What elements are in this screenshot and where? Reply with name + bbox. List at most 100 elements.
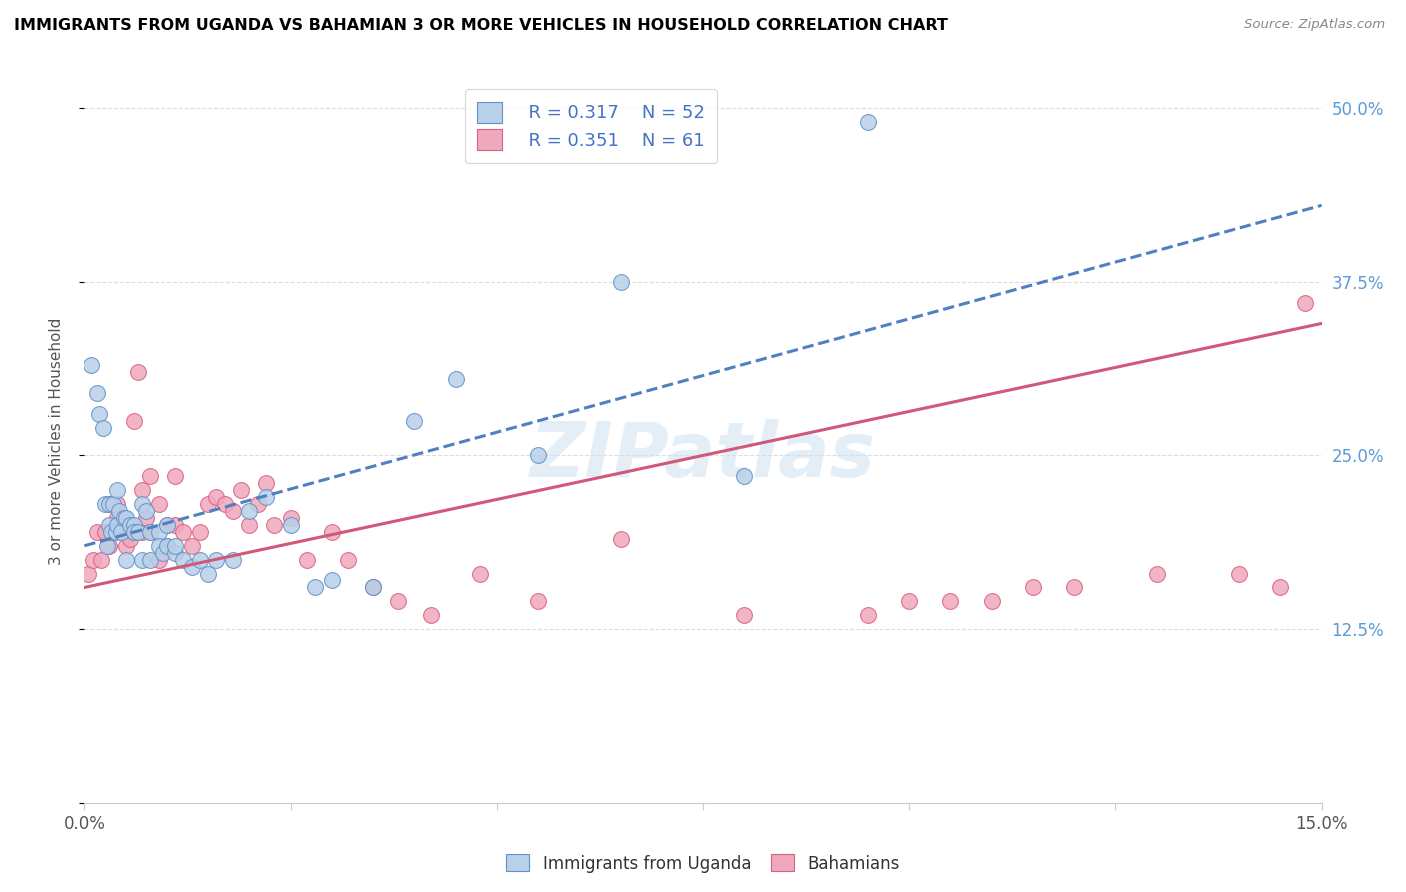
Point — [105, 497, 128, 511]
Point — [254, 476, 277, 491]
Point — [1146, 566, 1168, 581]
Point — [86, 385, 108, 400]
Point — [94, 497, 117, 511]
Point — [108, 504, 131, 518]
Legend:   R = 0.317    N = 52,   R = 0.351    N = 61: R = 0.317 N = 52, R = 0.351 N = 61 — [464, 89, 717, 162]
Point — [609, 275, 631, 289]
Point — [156, 517, 179, 532]
Point — [98, 517, 121, 532]
Point — [122, 517, 145, 532]
Point — [98, 497, 121, 511]
Point — [280, 517, 302, 532]
Point — [131, 483, 153, 498]
Point — [114, 517, 136, 532]
Point — [214, 497, 236, 511]
Point — [856, 115, 879, 129]
Point — [304, 581, 326, 595]
Point — [96, 539, 118, 553]
Point — [1022, 581, 1045, 595]
Text: IMMIGRANTS FROM UGANDA VS BAHAMIAN 3 OR MORE VEHICLES IN HOUSEHOLD CORRELATION C: IMMIGRANTS FROM UGANDA VS BAHAMIAN 3 OR … — [14, 18, 948, 33]
Point — [238, 517, 260, 532]
Point — [1227, 566, 1250, 581]
Point — [103, 524, 125, 539]
Point — [156, 539, 179, 553]
Point — [856, 608, 879, 623]
Point — [898, 594, 921, 608]
Point — [122, 524, 145, 539]
Point — [222, 552, 245, 566]
Point — [122, 524, 145, 539]
Point — [246, 497, 269, 511]
Point — [361, 581, 384, 595]
Point — [105, 483, 128, 498]
Point — [94, 524, 117, 539]
Point — [148, 539, 170, 553]
Point — [197, 497, 219, 511]
Text: ZIPatlas: ZIPatlas — [530, 419, 876, 493]
Point — [188, 524, 211, 539]
Point — [205, 490, 228, 504]
Point — [135, 511, 157, 525]
Point — [148, 524, 170, 539]
Point — [1294, 295, 1316, 310]
Point — [197, 566, 219, 581]
Point — [188, 552, 211, 566]
Text: Source: ZipAtlas.com: Source: ZipAtlas.com — [1244, 18, 1385, 31]
Point — [229, 483, 252, 498]
Point — [263, 517, 285, 532]
Point — [110, 517, 132, 532]
Point — [733, 608, 755, 623]
Point — [527, 449, 550, 463]
Point — [105, 511, 128, 525]
Point — [527, 594, 550, 608]
Point — [122, 414, 145, 428]
Point — [80, 358, 103, 372]
Point — [1063, 581, 1085, 595]
Legend: Immigrants from Uganda, Bahamians: Immigrants from Uganda, Bahamians — [499, 847, 907, 880]
Y-axis label: 3 or more Vehicles in Household: 3 or more Vehicles in Household — [49, 318, 63, 566]
Point — [980, 594, 1002, 608]
Point — [280, 511, 302, 525]
Point — [387, 594, 409, 608]
Point — [361, 581, 384, 595]
Point — [127, 524, 149, 539]
Point — [180, 539, 202, 553]
Point — [114, 511, 136, 525]
Point — [118, 532, 141, 546]
Point — [733, 469, 755, 483]
Point — [139, 469, 162, 483]
Point — [127, 365, 149, 379]
Point — [105, 517, 128, 532]
Point — [82, 552, 104, 566]
Point — [77, 566, 100, 581]
Point — [139, 524, 162, 539]
Point — [139, 524, 162, 539]
Point — [89, 407, 111, 421]
Point — [98, 539, 121, 553]
Point — [103, 497, 125, 511]
Point — [114, 539, 136, 553]
Point — [131, 524, 153, 539]
Point — [104, 524, 127, 539]
Point — [131, 552, 153, 566]
Point — [939, 594, 962, 608]
Point — [172, 552, 194, 566]
Point — [165, 517, 187, 532]
Point — [180, 559, 202, 574]
Point — [139, 552, 162, 566]
Point — [110, 524, 132, 539]
Point — [470, 566, 492, 581]
Point — [419, 608, 441, 623]
Point — [1270, 581, 1292, 595]
Point — [131, 497, 153, 511]
Point — [148, 552, 170, 566]
Point — [152, 546, 174, 560]
Point — [165, 539, 187, 553]
Point — [112, 511, 135, 525]
Point — [337, 552, 360, 566]
Point — [172, 524, 194, 539]
Point — [86, 524, 108, 539]
Point — [156, 517, 179, 532]
Point — [90, 552, 112, 566]
Point — [148, 497, 170, 511]
